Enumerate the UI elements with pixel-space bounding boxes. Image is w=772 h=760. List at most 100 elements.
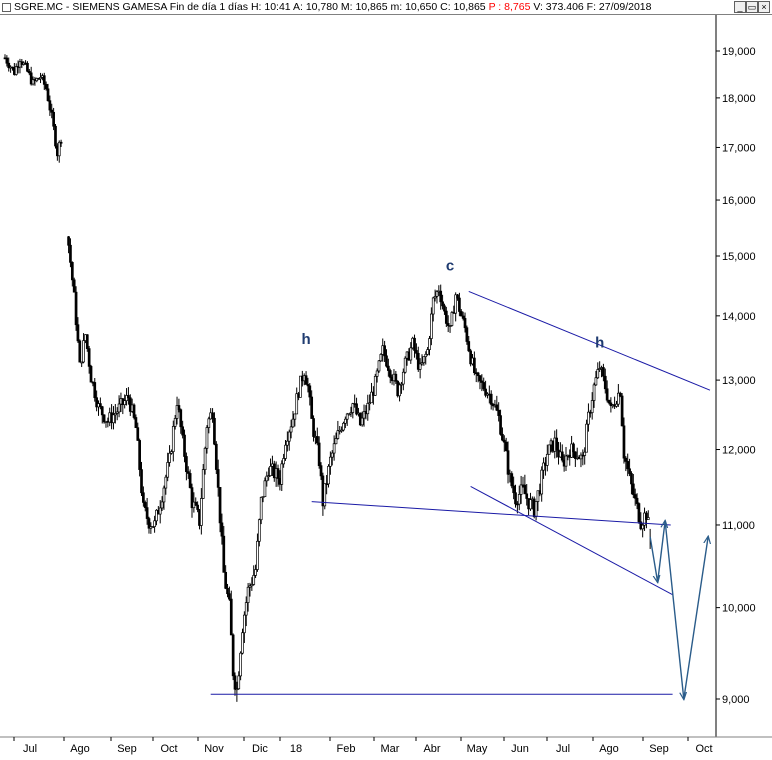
- chart-info-bar: SGRE.MC - SIEMENS GAMESA Fin de día 1 dí…: [0, 0, 772, 15]
- restore-icon[interactable]: ▭: [746, 1, 758, 13]
- price-bar-body: [420, 362, 424, 365]
- price-bar-body: [282, 458, 285, 465]
- price-bar-body: [250, 584, 254, 587]
- price-bar-body: [424, 353, 428, 358]
- price-bar-body: [259, 496, 263, 521]
- price-bar-body: [504, 441, 508, 452]
- price-bar-body: [190, 487, 194, 509]
- price-bar-body: [218, 487, 222, 524]
- price-bar-body: [44, 84, 48, 90]
- price-bar-body: [534, 501, 538, 518]
- price-bar-body: [542, 462, 545, 471]
- price-bar-body: [78, 340, 82, 363]
- price-bar-body: [95, 397, 98, 408]
- price-bar-body: [57, 141, 61, 157]
- y-tick-label: 17,000: [722, 142, 756, 154]
- price-bar-body: [27, 70, 31, 74]
- price-bar-body: [603, 375, 607, 390]
- price-bar-body: [529, 499, 532, 510]
- price-bar-body: [645, 512, 648, 520]
- price-bar-body: [607, 399, 611, 404]
- price-bar-body: [448, 325, 452, 327]
- x-tick-label: Oct: [695, 743, 712, 755]
- price-bar-body: [377, 360, 381, 372]
- price-bar-body: [46, 88, 50, 102]
- price-bar-body: [545, 453, 549, 466]
- price-bar-body: [523, 484, 527, 495]
- price-bar-body: [175, 405, 179, 419]
- close-icon[interactable]: ×: [758, 1, 770, 13]
- price-bar-body: [401, 371, 405, 385]
- stat-open: A: 10,780: [292, 1, 338, 13]
- price-bar-body: [229, 598, 233, 636]
- price-bar-body: [145, 507, 149, 519]
- pattern-label-h: h: [301, 331, 310, 348]
- price-bar-body: [495, 404, 499, 411]
- price-bar-body: [370, 391, 373, 404]
- price-bar-body: [201, 469, 205, 499]
- price-bar-body: [276, 468, 280, 479]
- price-bar-body: [203, 447, 207, 470]
- price-bar-body: [267, 475, 271, 478]
- x-tick-label: Abr: [423, 743, 440, 755]
- price-bar-body: [360, 417, 364, 426]
- price-bar-body: [160, 501, 164, 509]
- price-bar-body: [241, 632, 244, 654]
- price-bar-body: [39, 77, 42, 80]
- price-bar-body: [224, 571, 228, 589]
- date-label: F: 27/09/2018: [586, 1, 652, 13]
- price-bar-body: [497, 409, 501, 416]
- price-bar-body: [194, 501, 198, 506]
- price-bar-body: [403, 357, 407, 373]
- price-bar-body: [579, 454, 583, 460]
- minimize-icon[interactable]: _: [734, 1, 746, 13]
- price-bar-body: [207, 418, 211, 428]
- price-bar-body: [117, 403, 121, 413]
- price-bar-body: [261, 496, 265, 499]
- price-bar-body: [592, 384, 596, 401]
- x-tick-label: Jun: [511, 743, 529, 755]
- price-bar-body: [439, 290, 443, 303]
- price-bar-body: [387, 365, 390, 371]
- price-bar-body: [295, 393, 299, 415]
- x-tick-label: Nov: [204, 743, 224, 755]
- price-bar-body: [243, 614, 246, 634]
- y-tick-label: 12,000: [722, 445, 756, 457]
- price-bar-body: [342, 422, 345, 431]
- price-bar-body: [185, 456, 188, 473]
- price-bar-body: [291, 418, 295, 428]
- price-bar-body: [173, 418, 177, 427]
- price-bar-body: [177, 405, 181, 411]
- price-bar-body: [598, 368, 602, 370]
- price-bar-body: [179, 409, 183, 428]
- price-bar-body: [186, 471, 190, 474]
- price-bar-body: [489, 393, 493, 405]
- price-bar-body: [52, 111, 55, 127]
- price-bar-body: [254, 569, 257, 576]
- price-bar-body: [323, 483, 327, 507]
- channel-lower-line: [470, 485, 673, 596]
- chart-collapse-button[interactable]: [2, 3, 11, 12]
- price-bar-body: [624, 457, 628, 462]
- price-bar-body: [127, 395, 130, 399]
- price-bar-body: [162, 487, 166, 503]
- price-bar-body: [469, 350, 472, 365]
- price-bar-body: [514, 492, 517, 505]
- price-bar-body: [467, 341, 471, 352]
- price-bar-body: [31, 79, 35, 85]
- price-bar-body: [618, 392, 622, 397]
- price-bar-body: [525, 493, 529, 499]
- price-bar-body: [431, 297, 435, 315]
- price-bar-body: [555, 437, 559, 451]
- price-bar-body: [237, 675, 241, 690]
- price-bar-body: [628, 468, 631, 474]
- price-bar-body: [596, 369, 600, 379]
- x-tick-label: Oct: [160, 743, 177, 755]
- projection-arrow: [664, 520, 684, 699]
- x-tick-label: 18: [290, 743, 302, 755]
- volume-label: V: 373.406: [533, 1, 584, 13]
- price-bar-body: [89, 366, 93, 383]
- price-bar-body: [605, 388, 609, 401]
